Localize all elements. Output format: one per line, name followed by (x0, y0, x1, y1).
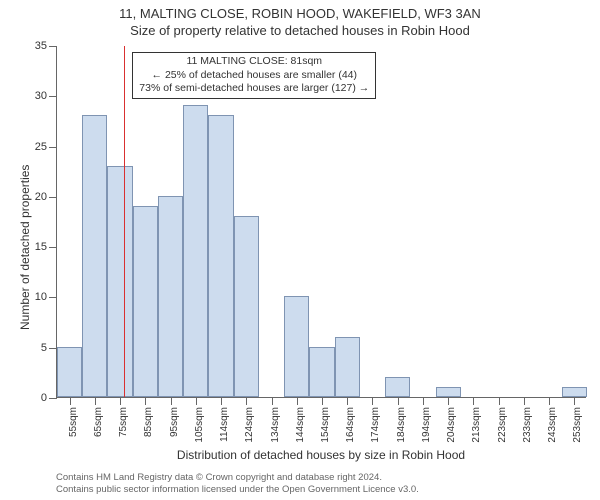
credits: Contains HM Land Registry data © Crown c… (56, 472, 419, 496)
x-tick (70, 397, 71, 405)
bar (309, 347, 334, 397)
x-tick-label: 213sqm (471, 407, 482, 443)
bar (335, 337, 360, 397)
x-tick-label: 194sqm (421, 407, 432, 443)
bar (385, 377, 410, 397)
x-tick-label: 223sqm (497, 407, 508, 443)
annotation-line: ← 25% of detached houses are smaller (44… (139, 69, 369, 83)
x-tick-label: 144sqm (295, 407, 306, 443)
x-tick (549, 397, 550, 405)
bar (284, 296, 309, 397)
x-tick-label: 134sqm (270, 407, 281, 443)
x-tick (473, 397, 474, 405)
bar (133, 206, 158, 397)
x-tick (171, 397, 172, 405)
y-tick (49, 147, 57, 148)
y-tick (49, 398, 57, 399)
x-tick-label: 253sqm (572, 407, 583, 443)
bar (436, 387, 461, 397)
x-tick-label: 124sqm (244, 407, 255, 443)
chart-container: 11, MALTING CLOSE, ROBIN HOOD, WAKEFIELD… (0, 0, 600, 500)
x-tick (145, 397, 146, 405)
y-tick-label: 10 (35, 291, 47, 303)
y-tick (49, 46, 57, 47)
x-tick (372, 397, 373, 405)
x-tick-label: 75sqm (118, 407, 129, 437)
credit-line-2: Contains public sector information licen… (56, 484, 419, 496)
bar (234, 216, 259, 397)
x-tick (448, 397, 449, 405)
x-tick (499, 397, 500, 405)
x-tick-label: 55sqm (68, 407, 79, 437)
bar (82, 115, 107, 397)
x-tick (297, 397, 298, 405)
bar (183, 105, 208, 397)
x-tick (322, 397, 323, 405)
annotation-line: 11 MALTING CLOSE: 81sqm (139, 55, 369, 69)
x-tick-label: 105sqm (194, 407, 205, 443)
annotation-line: 73% of semi-detached houses are larger (… (139, 82, 369, 96)
chart-title: 11, MALTING CLOSE, ROBIN HOOD, WAKEFIELD… (0, 0, 600, 21)
x-tick-label: 174sqm (370, 407, 381, 443)
x-tick (347, 397, 348, 405)
bar (57, 347, 82, 397)
y-tick (49, 197, 57, 198)
x-tick (221, 397, 222, 405)
x-tick-label: 95sqm (169, 407, 180, 437)
x-tick-label: 233sqm (522, 407, 533, 443)
x-tick-label: 114sqm (219, 407, 230, 442)
y-tick (49, 297, 57, 298)
y-tick-label: 35 (35, 40, 47, 52)
x-tick (120, 397, 121, 405)
annotation-box: 11 MALTING CLOSE: 81sqm← 25% of detached… (132, 52, 376, 99)
bar (208, 115, 233, 397)
x-tick (398, 397, 399, 405)
bar (107, 166, 132, 397)
y-tick-label: 20 (35, 191, 47, 203)
marker-line (124, 46, 125, 397)
y-tick-label: 15 (35, 241, 47, 253)
y-tick-label: 25 (35, 141, 47, 153)
x-tick (423, 397, 424, 405)
x-tick-label: 243sqm (547, 407, 558, 443)
credit-line-1: Contains HM Land Registry data © Crown c… (56, 472, 419, 484)
x-tick (95, 397, 96, 405)
x-tick-label: 154sqm (320, 407, 331, 443)
y-tick-label: 5 (41, 342, 47, 354)
x-tick (524, 397, 525, 405)
y-tick-label: 0 (41, 392, 47, 404)
x-axis-label: Distribution of detached houses by size … (56, 448, 586, 462)
y-tick-label: 30 (35, 90, 47, 102)
y-tick (49, 247, 57, 248)
bar (158, 196, 183, 397)
x-tick-label: 184sqm (396, 407, 407, 443)
y-axis-label: Number of detached properties (18, 165, 32, 330)
plot-inner: 0510152025303555sqm65sqm75sqm85sqm95sqm1… (56, 46, 586, 398)
chart-subtitle: Size of property relative to detached ho… (0, 21, 600, 40)
bar (562, 387, 587, 397)
x-tick (246, 397, 247, 405)
y-tick (49, 96, 57, 97)
x-tick (272, 397, 273, 405)
x-tick (196, 397, 197, 405)
x-tick-label: 164sqm (345, 407, 356, 443)
x-tick-label: 85sqm (143, 407, 154, 437)
y-tick (49, 348, 57, 349)
x-tick-label: 65sqm (93, 407, 104, 437)
x-tick (574, 397, 575, 405)
plot-area: 0510152025303555sqm65sqm75sqm85sqm95sqm1… (56, 46, 586, 398)
x-tick-label: 204sqm (446, 407, 457, 443)
